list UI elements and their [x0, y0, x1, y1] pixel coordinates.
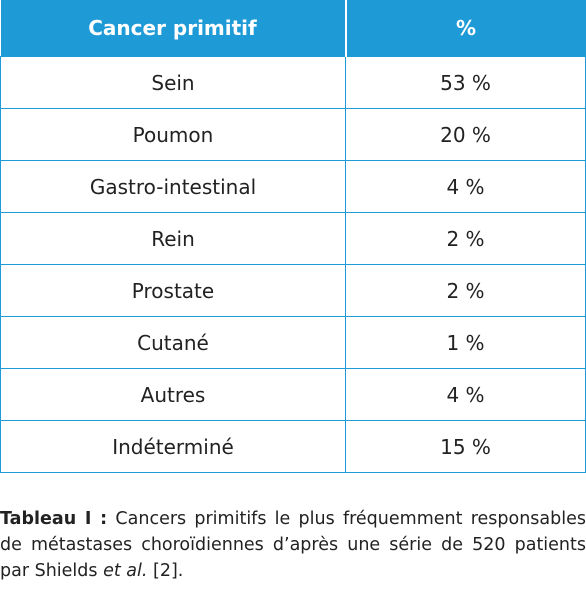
- table-row: Indéterminé 15 %: [0, 420, 586, 473]
- cancer-cell: Poumon: [0, 108, 346, 161]
- percent-cell: 20 %: [345, 108, 586, 161]
- cancer-cell: Autres: [0, 368, 346, 421]
- caption-italic: et al.: [103, 561, 148, 581]
- caption: Tableau I : Cancers primitifs le plus fr…: [0, 506, 586, 584]
- table-row: Sein 53 %: [0, 56, 586, 109]
- table-row: Autres 4 %: [0, 368, 586, 421]
- cancer-cell: Sein: [0, 56, 346, 109]
- header-cell: %: [344, 0, 586, 57]
- table-body: Sein 53 % Poumon 20 % Gastro-intestinal 4 % Re…: [0, 56, 586, 473]
- percent-cell: 2 %: [345, 212, 586, 265]
- table-row: Rein 2 %: [0, 212, 586, 265]
- cancer-cell: Gastro-intestinal: [0, 160, 346, 213]
- data-table: Cancer primitif % Sein 53 % Poumon 20 % Gast…: [0, 0, 586, 473]
- cancer-cell: Indéterminé: [0, 420, 346, 473]
- table-row: Poumon 20 %: [0, 108, 586, 161]
- table-row: Cutané 1 %: [0, 316, 586, 369]
- table-row: Prostate 2 %: [0, 264, 586, 317]
- header-cell: Cancer primitif: [0, 0, 346, 57]
- cancer-cell: Prostate: [0, 264, 346, 317]
- percent-cell: 2 %: [345, 264, 586, 317]
- percent-cell: 15 %: [345, 420, 586, 473]
- caption-text: Cancers primitifs le plus fréquemment re…: [0, 509, 586, 581]
- caption-text: [2].: [153, 561, 184, 581]
- percent-cell: 53 %: [345, 56, 586, 109]
- percent-cell: 1 %: [345, 316, 586, 369]
- header-row: Cancer primitif %: [0, 0, 586, 57]
- percent-cell: 4 %: [345, 368, 586, 421]
- cancer-cell: Cutané: [0, 316, 346, 369]
- percent-cell: 4 %: [345, 160, 586, 213]
- caption-label: Tableau I :: [0, 509, 108, 529]
- cancer-cell: Rein: [0, 212, 346, 265]
- table-row: Gastro-intestinal 4 %: [0, 160, 586, 213]
